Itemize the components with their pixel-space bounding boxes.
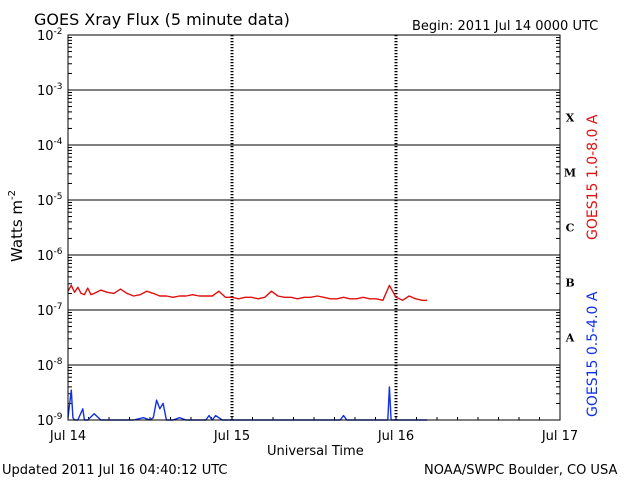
- plot-frame: [67, 34, 561, 421]
- updated-timestamp: Updated 2011 Jul 16 04:40:12 UTC: [2, 463, 227, 478]
- legend-label-short: GOES15 0.5-4.0 A: [585, 291, 601, 417]
- y-tick-label: 10-7: [37, 302, 63, 319]
- credit-label: NOAA/SWPC Boulder, CO USA: [424, 463, 617, 478]
- x-tick-label: Jul 16: [377, 429, 414, 444]
- y-tick-label: 10-9: [37, 412, 63, 429]
- x-tick-label: Jul 17: [541, 429, 578, 444]
- y-tick-label: 10-6: [37, 247, 63, 264]
- x-axis-label: Universal Time: [267, 444, 364, 459]
- y-tick-labels: 10-9 10-8 10-7 10-6 10-5 10-4 10-3 10-2: [37, 27, 63, 429]
- legend-series-2: GOES15 0.5-4.0 A: [585, 291, 601, 417]
- flare-class-label: C: [566, 222, 575, 235]
- flare-class-label: M: [564, 167, 576, 180]
- flare-class-labels: A B C M X: [564, 112, 576, 345]
- y-axis-label-text: Watts m-2: [7, 190, 26, 262]
- y-tick-label: 10-3: [37, 82, 63, 99]
- x-tick-label: Jul 14: [49, 429, 86, 444]
- y-tick-label: 10-2: [37, 27, 63, 44]
- chart-title: GOES Xray Flux (5 minute data): [34, 10, 290, 29]
- flare-class-label: B: [565, 277, 574, 290]
- legend-label-long: GOES15 1.0-8.0 A: [585, 114, 601, 240]
- begin-label: Begin: 2011 Jul 14 0000 UTC: [412, 19, 598, 34]
- y-tick-label: 10-5: [37, 192, 63, 209]
- y-tick-label: 10-8: [37, 357, 63, 374]
- y-tick-label: 10-4: [37, 137, 63, 154]
- x-tick-label: Jul 15: [213, 429, 250, 444]
- flare-class-label: A: [565, 332, 575, 345]
- series-line-1: [67, 284, 428, 301]
- y-axis-label-exp: -2: [7, 190, 18, 200]
- y-axis-label: Watts m-2: [7, 190, 26, 262]
- series-lines: [67, 284, 428, 421]
- flare-class-label: X: [566, 112, 575, 125]
- y-axis-label-base: Watts m: [8, 200, 26, 262]
- legend-series-1: GOES15 1.0-8.0 A: [585, 114, 601, 240]
- grid: [68, 35, 560, 420]
- series-line-2: [67, 386, 428, 421]
- x-tick-labels: Jul 14 Jul 15 Jul 16 Jul 17: [49, 429, 578, 444]
